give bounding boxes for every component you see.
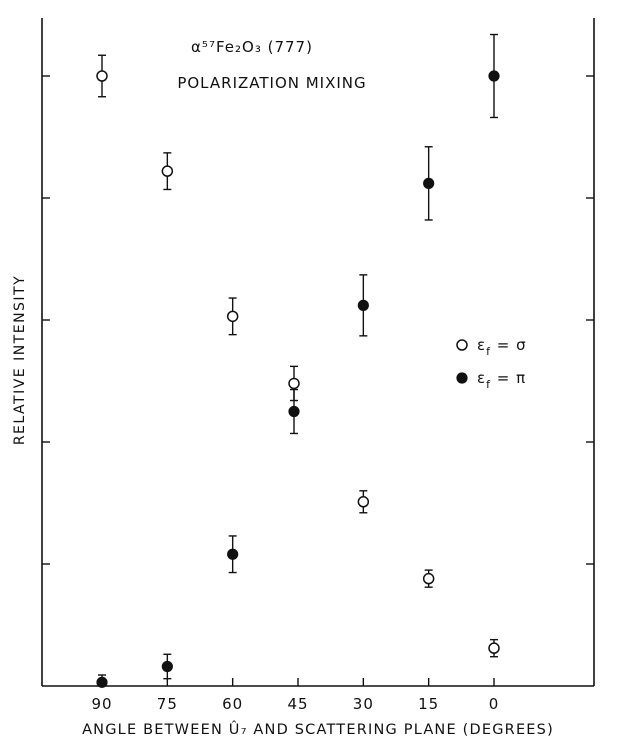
data-point	[96, 676, 108, 688]
legend-marker	[456, 372, 468, 384]
y-ticks	[42, 75, 594, 565]
x-tick-label: 15	[418, 695, 439, 713]
data-point	[488, 70, 500, 82]
x-ticks: 90 75 60 45 30 15 0	[91, 678, 500, 713]
data-marks	[96, 33, 500, 688]
data-point	[161, 165, 174, 177]
series-pi	[96, 33, 500, 688]
y-axis-label: RELATIVE INTENSITY	[12, 275, 28, 445]
x-tick-label: 90	[91, 695, 112, 713]
chart-title-line1: α⁵⁷Fe₂O₃ (777)	[191, 38, 313, 56]
legend-marker	[456, 339, 468, 351]
chart-title-line2: POLARIZATION MIXING	[177, 74, 366, 92]
data-point	[288, 377, 300, 390]
data-point	[288, 405, 300, 418]
series-sigma	[96, 54, 500, 658]
x-tick-label: 0	[489, 695, 500, 713]
legend: εf = σ εf = π	[456, 336, 527, 391]
x-tick-label: 30	[353, 695, 374, 713]
legend-label: εf = σ	[477, 336, 527, 358]
data-point	[357, 496, 370, 508]
data-point	[96, 70, 108, 82]
data-point	[226, 310, 239, 323]
data-point	[161, 660, 173, 673]
x-tick-label: 45	[287, 695, 308, 713]
axes	[41, 18, 595, 687]
data-point	[357, 299, 369, 311]
data-point	[422, 572, 435, 585]
data-point	[227, 548, 239, 560]
x-axis-label: ANGLE BETWEEN Û₇ AND SCATTERING PLANE (D…	[82, 720, 554, 738]
data-point	[488, 642, 500, 654]
x-tick-label: 75	[157, 695, 178, 713]
data-point	[423, 177, 435, 189]
legend-label: εf = π	[477, 369, 526, 391]
x-tick-label: 60	[222, 695, 243, 713]
